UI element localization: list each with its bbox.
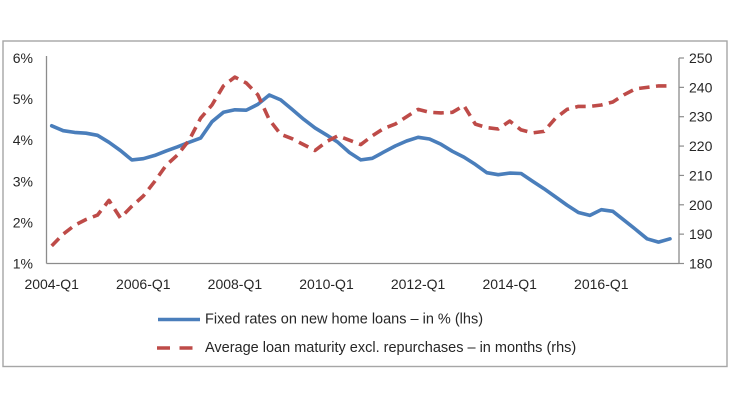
- right-axis-tick-label: 210: [689, 167, 713, 183]
- right-axis-tick-label: 190: [689, 226, 713, 242]
- series-line-loan-maturity: [50, 75, 670, 248]
- right-axis-ticks: [679, 57, 684, 265]
- x-axis-tick-label: 2014-Q1: [482, 276, 537, 292]
- x-axis-tick-label: 2010-Q1: [299, 276, 354, 292]
- left-axis-tick-label: 4%: [13, 132, 33, 148]
- left-axis-tick-labels: 6% 5% 4% 3% 2% 1%: [13, 50, 33, 272]
- right-axis-tick-label: 200: [689, 197, 713, 213]
- right-axis-tick-label: 220: [689, 138, 713, 154]
- legend-label-fixed-rates: Fixed rates on new home loans – in % (lh…: [205, 312, 483, 328]
- x-axis-tick-label: 2008-Q1: [208, 276, 263, 292]
- x-axis-tick-label: 2004-Q1: [24, 276, 79, 292]
- right-axis-tick-label: 240: [689, 79, 713, 95]
- right-axis-tick-labels: 250 240 230 220 210 200 190 180: [689, 50, 713, 272]
- left-axis-tick-label: 3%: [13, 173, 33, 189]
- x-axis-tick-label: 2012-Q1: [391, 276, 446, 292]
- x-axis-tick-label: 2016-Q1: [574, 276, 629, 292]
- axes: [45, 56, 684, 265]
- left-axis-tick-label: 5%: [13, 91, 33, 107]
- left-axis-tick-label: 1%: [13, 256, 33, 272]
- right-axis-tick-label: 230: [689, 109, 713, 125]
- chart-legend: Fixed rates on new home loans – in % (lh…: [157, 312, 576, 356]
- right-axis-tick-label: 180: [689, 256, 713, 272]
- x-axis-tick-labels: 2004-Q1 2006-Q1 2008-Q1 2010-Q1 2012-Q1 2014-…: [24, 276, 628, 292]
- right-axis-tick-label: 250: [689, 50, 713, 66]
- series-line-fixed-rates: [49, 93, 672, 244]
- left-axis-tick-label: 2%: [13, 214, 33, 230]
- legend-label-loan-maturity: Average loan maturity excl. repurchases …: [205, 340, 576, 356]
- x-axis-tick-label: 2006-Q1: [116, 276, 171, 292]
- figure-frame: [2, 40, 728, 368]
- left-axis-tick-label: 6%: [13, 50, 33, 66]
